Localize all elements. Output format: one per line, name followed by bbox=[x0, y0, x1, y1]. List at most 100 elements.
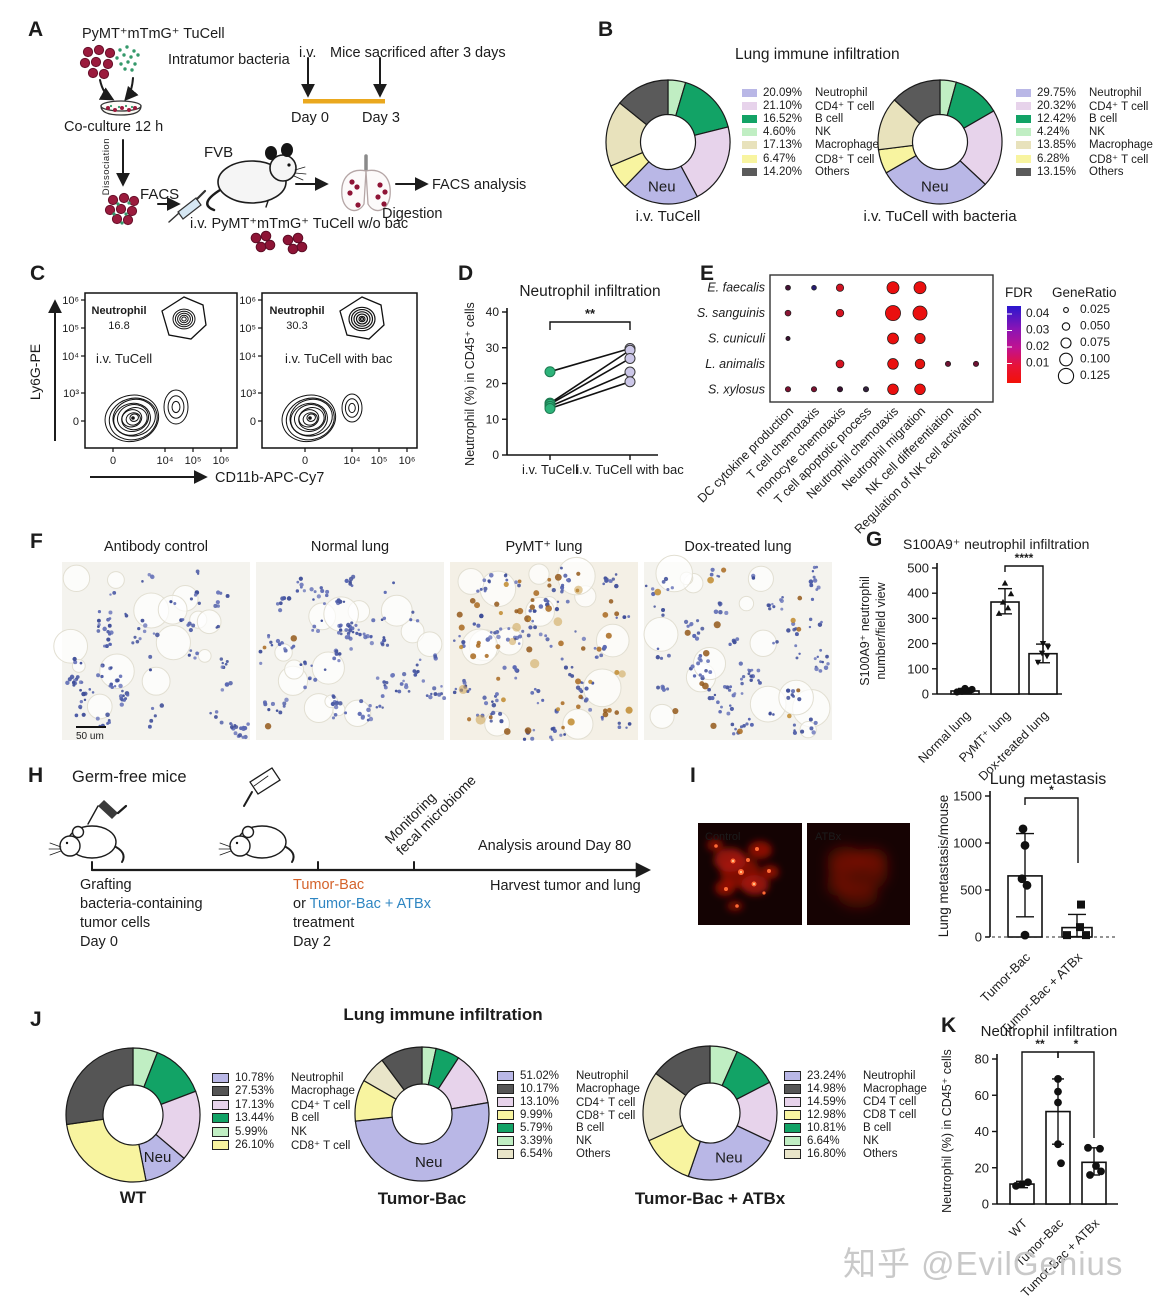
chart-element bbox=[794, 644, 798, 648]
chart-element bbox=[581, 681, 584, 685]
paired-plot-D: Neutrophil infiltration Neutrophil (%) in… bbox=[463, 283, 684, 477]
legend-swatch bbox=[784, 1135, 801, 1146]
chart-element bbox=[75, 675, 80, 679]
contour-ring bbox=[348, 402, 356, 414]
chart-element bbox=[817, 622, 823, 627]
legend-item: 13.15% Others bbox=[1016, 165, 1153, 178]
panel-f-label: F bbox=[30, 530, 43, 553]
chart-element bbox=[193, 593, 198, 597]
flow-x-tick: 0 bbox=[302, 455, 308, 467]
legend-label: Others bbox=[576, 1147, 611, 1160]
chart-element bbox=[337, 652, 342, 656]
legend-percent: 12.98% bbox=[807, 1108, 847, 1121]
ihc-stain bbox=[737, 728, 743, 735]
panel-a-bacteria-label: Intratumor bacteria bbox=[168, 52, 290, 68]
chart-element bbox=[233, 731, 238, 736]
chart-element bbox=[224, 662, 228, 666]
chart-element bbox=[505, 578, 509, 582]
sig-label: **** bbox=[1015, 551, 1034, 565]
contour-ring bbox=[113, 402, 151, 436]
legend-swatch bbox=[784, 1109, 801, 1120]
chart-element bbox=[97, 610, 102, 614]
legend-swatch bbox=[1016, 141, 1031, 150]
ihc-stain bbox=[516, 607, 524, 615]
chart-element bbox=[808, 617, 813, 622]
fluorescence-images-I: Control ATBx bbox=[698, 823, 910, 925]
coculture-arrow-left bbox=[98, 79, 115, 101]
ihc-stain bbox=[470, 653, 477, 660]
y-tick-label: 1500 bbox=[953, 789, 982, 804]
data-point bbox=[1004, 604, 1012, 611]
legend-swatch bbox=[742, 141, 757, 150]
chart-element bbox=[563, 665, 568, 670]
chart-element bbox=[320, 589, 325, 594]
chart-element bbox=[716, 574, 719, 578]
donut-B1: Neu bbox=[605, 79, 731, 205]
panel-g-label: G bbox=[866, 528, 883, 551]
panel-f-title-2: Normal lung bbox=[310, 539, 390, 555]
chart-element bbox=[338, 701, 343, 706]
donut-J2: Neu bbox=[354, 1046, 490, 1182]
ihc-stain bbox=[529, 604, 536, 610]
chart-element bbox=[791, 621, 796, 626]
generatio-label: 0.100 bbox=[1080, 352, 1110, 366]
chart-element bbox=[366, 707, 371, 713]
chart-element bbox=[142, 629, 147, 634]
chart-element bbox=[729, 704, 732, 707]
contour-ring bbox=[108, 397, 158, 441]
metastasis-spot bbox=[724, 887, 728, 891]
chart-element bbox=[258, 649, 263, 654]
data-point bbox=[544, 403, 556, 415]
legend-percent: 26.10% bbox=[235, 1139, 275, 1152]
panel-c-label: C bbox=[30, 262, 46, 285]
chart-element bbox=[811, 730, 816, 735]
chart-element bbox=[544, 634, 548, 638]
chart-element bbox=[530, 736, 535, 741]
contour-ring bbox=[181, 316, 187, 322]
chart-element bbox=[810, 597, 815, 601]
flow-y-tick: 10³ bbox=[240, 388, 256, 400]
chart-element bbox=[730, 722, 735, 727]
data-point bbox=[1054, 1140, 1062, 1149]
y-tick-label: 0 bbox=[982, 1197, 989, 1212]
fdr-tick-label: 0.02 bbox=[1026, 339, 1050, 353]
chart-element bbox=[108, 642, 112, 647]
chart-element bbox=[499, 627, 503, 631]
legend-swatch bbox=[497, 1122, 514, 1133]
chart-element bbox=[709, 572, 714, 577]
chart-element bbox=[83, 698, 87, 702]
chart-element bbox=[549, 357, 631, 405]
legend-item: 17.13% CD4⁺ T cell bbox=[212, 1098, 355, 1112]
data-point bbox=[961, 684, 969, 693]
chart-element bbox=[498, 711, 503, 716]
data-point bbox=[995, 610, 1003, 616]
chart-element bbox=[627, 722, 632, 726]
chart-element bbox=[530, 659, 540, 669]
treatment-line-3: treatment bbox=[293, 915, 355, 931]
chart-element bbox=[368, 704, 372, 708]
chart-element bbox=[348, 636, 353, 641]
scale-bar-label: 50 um bbox=[76, 731, 104, 742]
panel-a-facs-analysis-label: FACS analysis bbox=[432, 177, 527, 193]
legend-label: CD4⁺ T cell bbox=[815, 100, 875, 113]
donut-caption-J2: Tumor-Bac bbox=[377, 1189, 467, 1208]
y-tick-label: 30 bbox=[486, 341, 500, 355]
ihc-stain bbox=[514, 609, 519, 614]
chart-element bbox=[794, 632, 799, 637]
panel-a-day0-label: Day 0 bbox=[291, 110, 329, 126]
fluor-label-atbx: ATBx bbox=[815, 831, 842, 843]
chart-element bbox=[368, 716, 374, 722]
chart-element bbox=[538, 604, 544, 609]
chart-element bbox=[173, 602, 177, 606]
chart-element bbox=[418, 658, 422, 662]
chart-element bbox=[643, 616, 679, 652]
chart-element bbox=[189, 597, 194, 601]
chart-element bbox=[275, 602, 280, 606]
chart-element bbox=[536, 701, 540, 705]
ihc-stain bbox=[474, 602, 481, 609]
chart-element bbox=[382, 638, 387, 643]
legend-label: Macrophage bbox=[1089, 139, 1153, 152]
data-point bbox=[1057, 1159, 1065, 1168]
chart-element bbox=[815, 588, 819, 591]
generatio-label: 0.125 bbox=[1080, 368, 1110, 382]
